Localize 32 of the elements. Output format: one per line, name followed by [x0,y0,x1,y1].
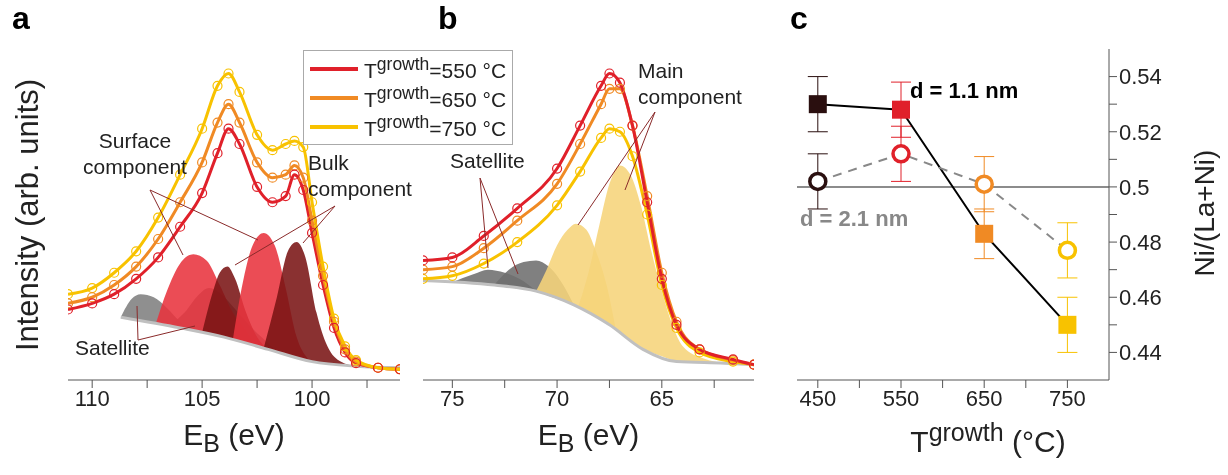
x-axis-title: E$_{B}$ (eV) [536,418,641,458]
x-axis-title: E$_{B}$ (eV) [182,418,286,458]
x-tick-label: 65 [649,385,675,411]
x-axis-title: T$^{growth}$ (°C) [909,418,1067,459]
x-tick-label: 750 [1049,385,1086,411]
x-tick-label: 550 [882,385,920,411]
y-axis-title: Ni/(La+Ni) [1189,148,1221,279]
x-tick-label: 75 [440,385,465,411]
x-tick-label: 450 [799,385,837,411]
chart-title: c [790,0,808,37]
series-label: d = 2.1 nm [800,206,909,232]
y-axis-title: Intensity (arb. units) [10,78,45,352]
x-tick-label: 100 [293,385,331,411]
annotation: Satellite [450,148,526,174]
y-tick-label: 0.48 [1119,229,1162,255]
chart-title: a [12,0,30,37]
annotation: Satellite [75,335,151,361]
y-tick-label: 0.46 [1119,285,1162,311]
legend-label: T$^{growth}$=650 °C [364,83,507,112]
chart-title: b [438,0,458,37]
x-tick-label: 105 [183,385,221,411]
y-tick-label: 0.52 [1119,119,1162,145]
y-tick-label: 0.54 [1119,64,1162,90]
legend-label: T$^{growth}$=550 °C [364,54,507,83]
series-label: d = 1.1 nm [910,78,1019,104]
y-tick-label: 0.44 [1119,340,1162,366]
x-tick-label: 110 [74,385,110,411]
y-tick-label: 0.5 [1119,174,1150,200]
x-tick-label: 650 [965,385,1003,411]
annotation: Main component [638,58,743,110]
x-tick-label: 70 [544,385,570,411]
legend-label: T$^{growth}$=750 °C [364,112,507,141]
